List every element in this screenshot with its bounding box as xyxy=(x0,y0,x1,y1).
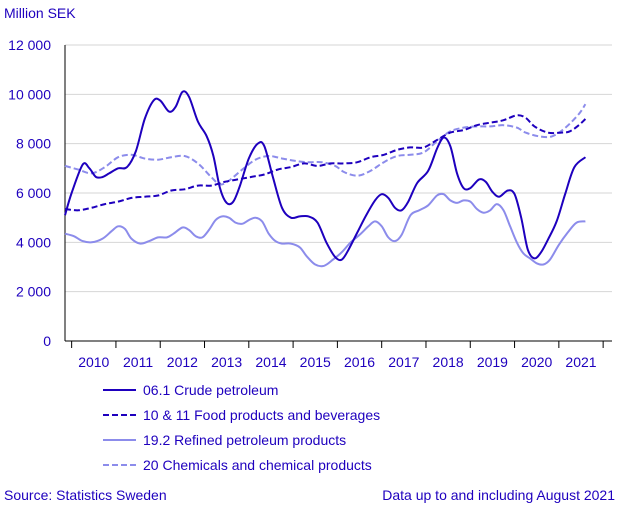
legend: 06.1 Crude petroleum 10 & 11 Food product… xyxy=(103,382,380,473)
y-axis-label: Million SEK xyxy=(4,5,76,21)
legend-label-1: 10 & 11 Food products and beverages xyxy=(143,407,380,423)
gridlines xyxy=(65,44,612,293)
x-axis: 2010 2011 2012 2013 2014 2015 2016 2017 2018 2019… xyxy=(65,340,612,370)
series-line-0 xyxy=(64,90,587,262)
source-note: Source: Statistics Sweden xyxy=(4,487,167,503)
x-tick-label: 2018 xyxy=(433,354,464,370)
x-tick-label: 2011 xyxy=(123,354,153,370)
x-tick-label: 2017 xyxy=(388,354,419,370)
series-line-1 xyxy=(64,114,587,212)
y-tick-label: 8 000 xyxy=(16,136,51,152)
legend-label-2: 19.2 Refined petroleum products xyxy=(143,432,346,448)
series-line-3 xyxy=(64,103,587,186)
x-tick-label: 2020 xyxy=(521,354,552,370)
y-axis: 0 2 000 4 000 6 000 8 000 10 000 12 000 xyxy=(8,37,66,349)
x-tick-label: 2012 xyxy=(167,354,198,370)
y-tick-label: 12 000 xyxy=(8,37,51,53)
data-note: Data up to and including August 2021 xyxy=(382,487,615,503)
x-tick-label: 2010 xyxy=(78,354,109,370)
x-tick-label: 2016 xyxy=(344,354,375,370)
series-lines xyxy=(64,90,587,268)
x-tick-label: 2021 xyxy=(565,354,596,370)
x-tick-label: 2013 xyxy=(211,354,242,370)
line-chart: Million SEK 0 2 000 4 000 6 000 8 000 10 000 1… xyxy=(4,5,612,473)
y-tick-label: 2 000 xyxy=(16,284,51,300)
y-tick-label: 0 xyxy=(43,333,51,349)
y-tick-label: 10 000 xyxy=(8,86,51,102)
x-tick-label: 2015 xyxy=(300,354,331,370)
series-line-2 xyxy=(64,192,586,268)
y-tick-label: 6 000 xyxy=(16,185,51,201)
legend-label-0: 06.1 Crude petroleum xyxy=(143,382,278,398)
x-tick-label: 2019 xyxy=(477,354,508,370)
x-tick-label: 2014 xyxy=(255,354,286,370)
legend-label-3: 20 Chemicals and chemical products xyxy=(143,457,372,473)
y-tick-label: 4 000 xyxy=(16,234,51,250)
